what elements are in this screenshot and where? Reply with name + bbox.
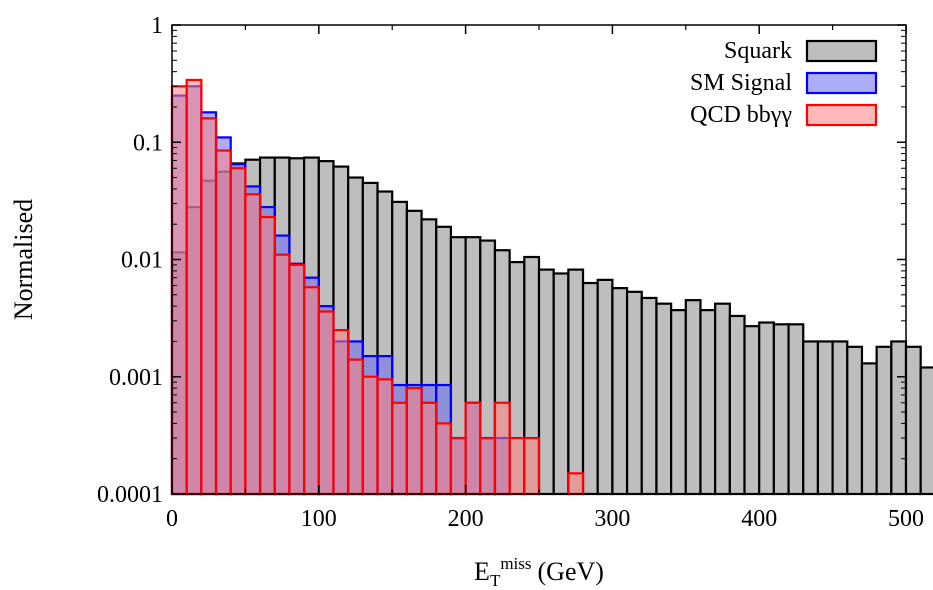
legend-item-1: SM Signal <box>690 70 878 96</box>
series-2-bar-19 <box>449 436 467 496</box>
legend-swatch-0 <box>805 39 878 63</box>
x-axis-title-main: E <box>474 557 490 586</box>
series-0-bar-34 <box>670 309 687 496</box>
series-0-bar-43 <box>802 340 820 496</box>
y-tick-label-0: 1 <box>151 13 163 39</box>
legend-label-2: QCD bbγγ <box>690 102 792 128</box>
series-2-bar-7 <box>273 253 291 496</box>
x-axis-title-unit: (GeV) <box>538 557 604 586</box>
series-0-bar-38 <box>728 314 746 496</box>
series-2-bar-21 <box>479 436 497 496</box>
legend: Squark SM Signal QCD bbγγ <box>690 38 878 128</box>
series-0-bar-28 <box>581 281 599 496</box>
series-0-bar-44 <box>816 340 834 496</box>
y-tick-label-1: 0.1 <box>133 130 163 156</box>
series-0-bar-39 <box>743 325 761 496</box>
series-0-bar-45 <box>831 340 849 496</box>
x-axis-title-sub: T <box>490 571 501 590</box>
series-0-bar-41 <box>772 323 790 496</box>
legend-swatch-1 <box>805 71 878 95</box>
series-0-bar-51 <box>919 366 933 496</box>
series-0-bar-37 <box>714 302 731 496</box>
series-0-bar-50 <box>904 345 922 496</box>
series-2-bar-9 <box>303 286 320 496</box>
series-0-bar-25 <box>537 268 555 496</box>
y-tick-label-4: 0.0001 <box>97 482 163 508</box>
y-tick-label-3: 0.001 <box>109 365 163 391</box>
series-2-bar-15 <box>391 401 408 496</box>
series-0-bar-49 <box>890 340 908 496</box>
series-0-bar-30 <box>611 287 629 496</box>
legend-label-1: SM Signal <box>690 70 792 96</box>
series-2-bar-1 <box>185 78 203 496</box>
series-2-bar-10 <box>317 310 335 496</box>
series-2-bar-14 <box>376 378 394 496</box>
series-2-bar-6 <box>258 215 276 496</box>
series-0-bar-35 <box>684 299 702 496</box>
series-0-bar-36 <box>699 309 717 496</box>
legend-label-0: Squark <box>724 38 792 64</box>
x-tick-label-5: 500 <box>888 506 924 532</box>
series-0-bar-27 <box>567 268 585 496</box>
series-2-bars <box>170 78 585 496</box>
series-0-bar-42 <box>787 323 805 496</box>
x-tick-label-1: 100 <box>301 506 337 532</box>
series-2-bar-24 <box>523 436 541 496</box>
series-2-bar-11 <box>332 328 350 496</box>
series-2-bar-27 <box>567 472 585 496</box>
series-0-bar-46 <box>846 345 864 496</box>
series-2-bar-4 <box>229 167 247 496</box>
legend-swatch-2 <box>805 103 878 127</box>
ticks-layer: 0 100 200 300 400 500 1 0.1 0.01 0.001 0.0001 <box>97 13 924 532</box>
series-0-bar-29 <box>596 278 614 496</box>
series-0-bar-33 <box>655 302 673 496</box>
x-axis-title-sup: miss <box>500 554 531 573</box>
series-0-bar-32 <box>640 296 658 496</box>
series-0-bar-40 <box>758 321 775 496</box>
series-2-bar-13 <box>361 375 379 496</box>
series-2-bar-16 <box>405 387 423 496</box>
series-2-bar-22 <box>493 401 511 496</box>
x-tick-label-0: 0 <box>166 506 178 532</box>
series-2-bar-12 <box>347 358 364 496</box>
series-0-bar-26 <box>552 272 570 496</box>
y-axis-title: Normalised <box>9 199 38 320</box>
axis-titles: ETmiss (GeV) Normalised <box>9 199 604 590</box>
series-2-bar-17 <box>420 401 438 496</box>
bars-layer <box>170 78 933 496</box>
x-tick-label-3: 300 <box>594 506 630 532</box>
series-2-bar-20 <box>464 401 482 496</box>
x-tick-label-2: 200 <box>448 506 484 532</box>
series-0-bar-47 <box>860 362 878 496</box>
legend-item-2: QCD bbγγ <box>690 102 878 128</box>
legend-item-0: Squark <box>724 38 878 64</box>
series-2-bar-3 <box>214 149 232 496</box>
x-tick-label-4: 400 <box>741 506 777 532</box>
series-0-bar-31 <box>625 290 643 496</box>
x-axis-title: ETmiss (GeV) <box>474 554 604 590</box>
series-0-bar-48 <box>875 345 893 496</box>
series-2-bar-5 <box>244 193 262 496</box>
series-2-bar-18 <box>435 422 453 496</box>
series-2-bar-23 <box>508 436 526 496</box>
y-tick-label-2: 0.01 <box>121 248 163 274</box>
series-2-bar-8 <box>288 263 306 496</box>
series-2-bar-2 <box>200 117 218 496</box>
